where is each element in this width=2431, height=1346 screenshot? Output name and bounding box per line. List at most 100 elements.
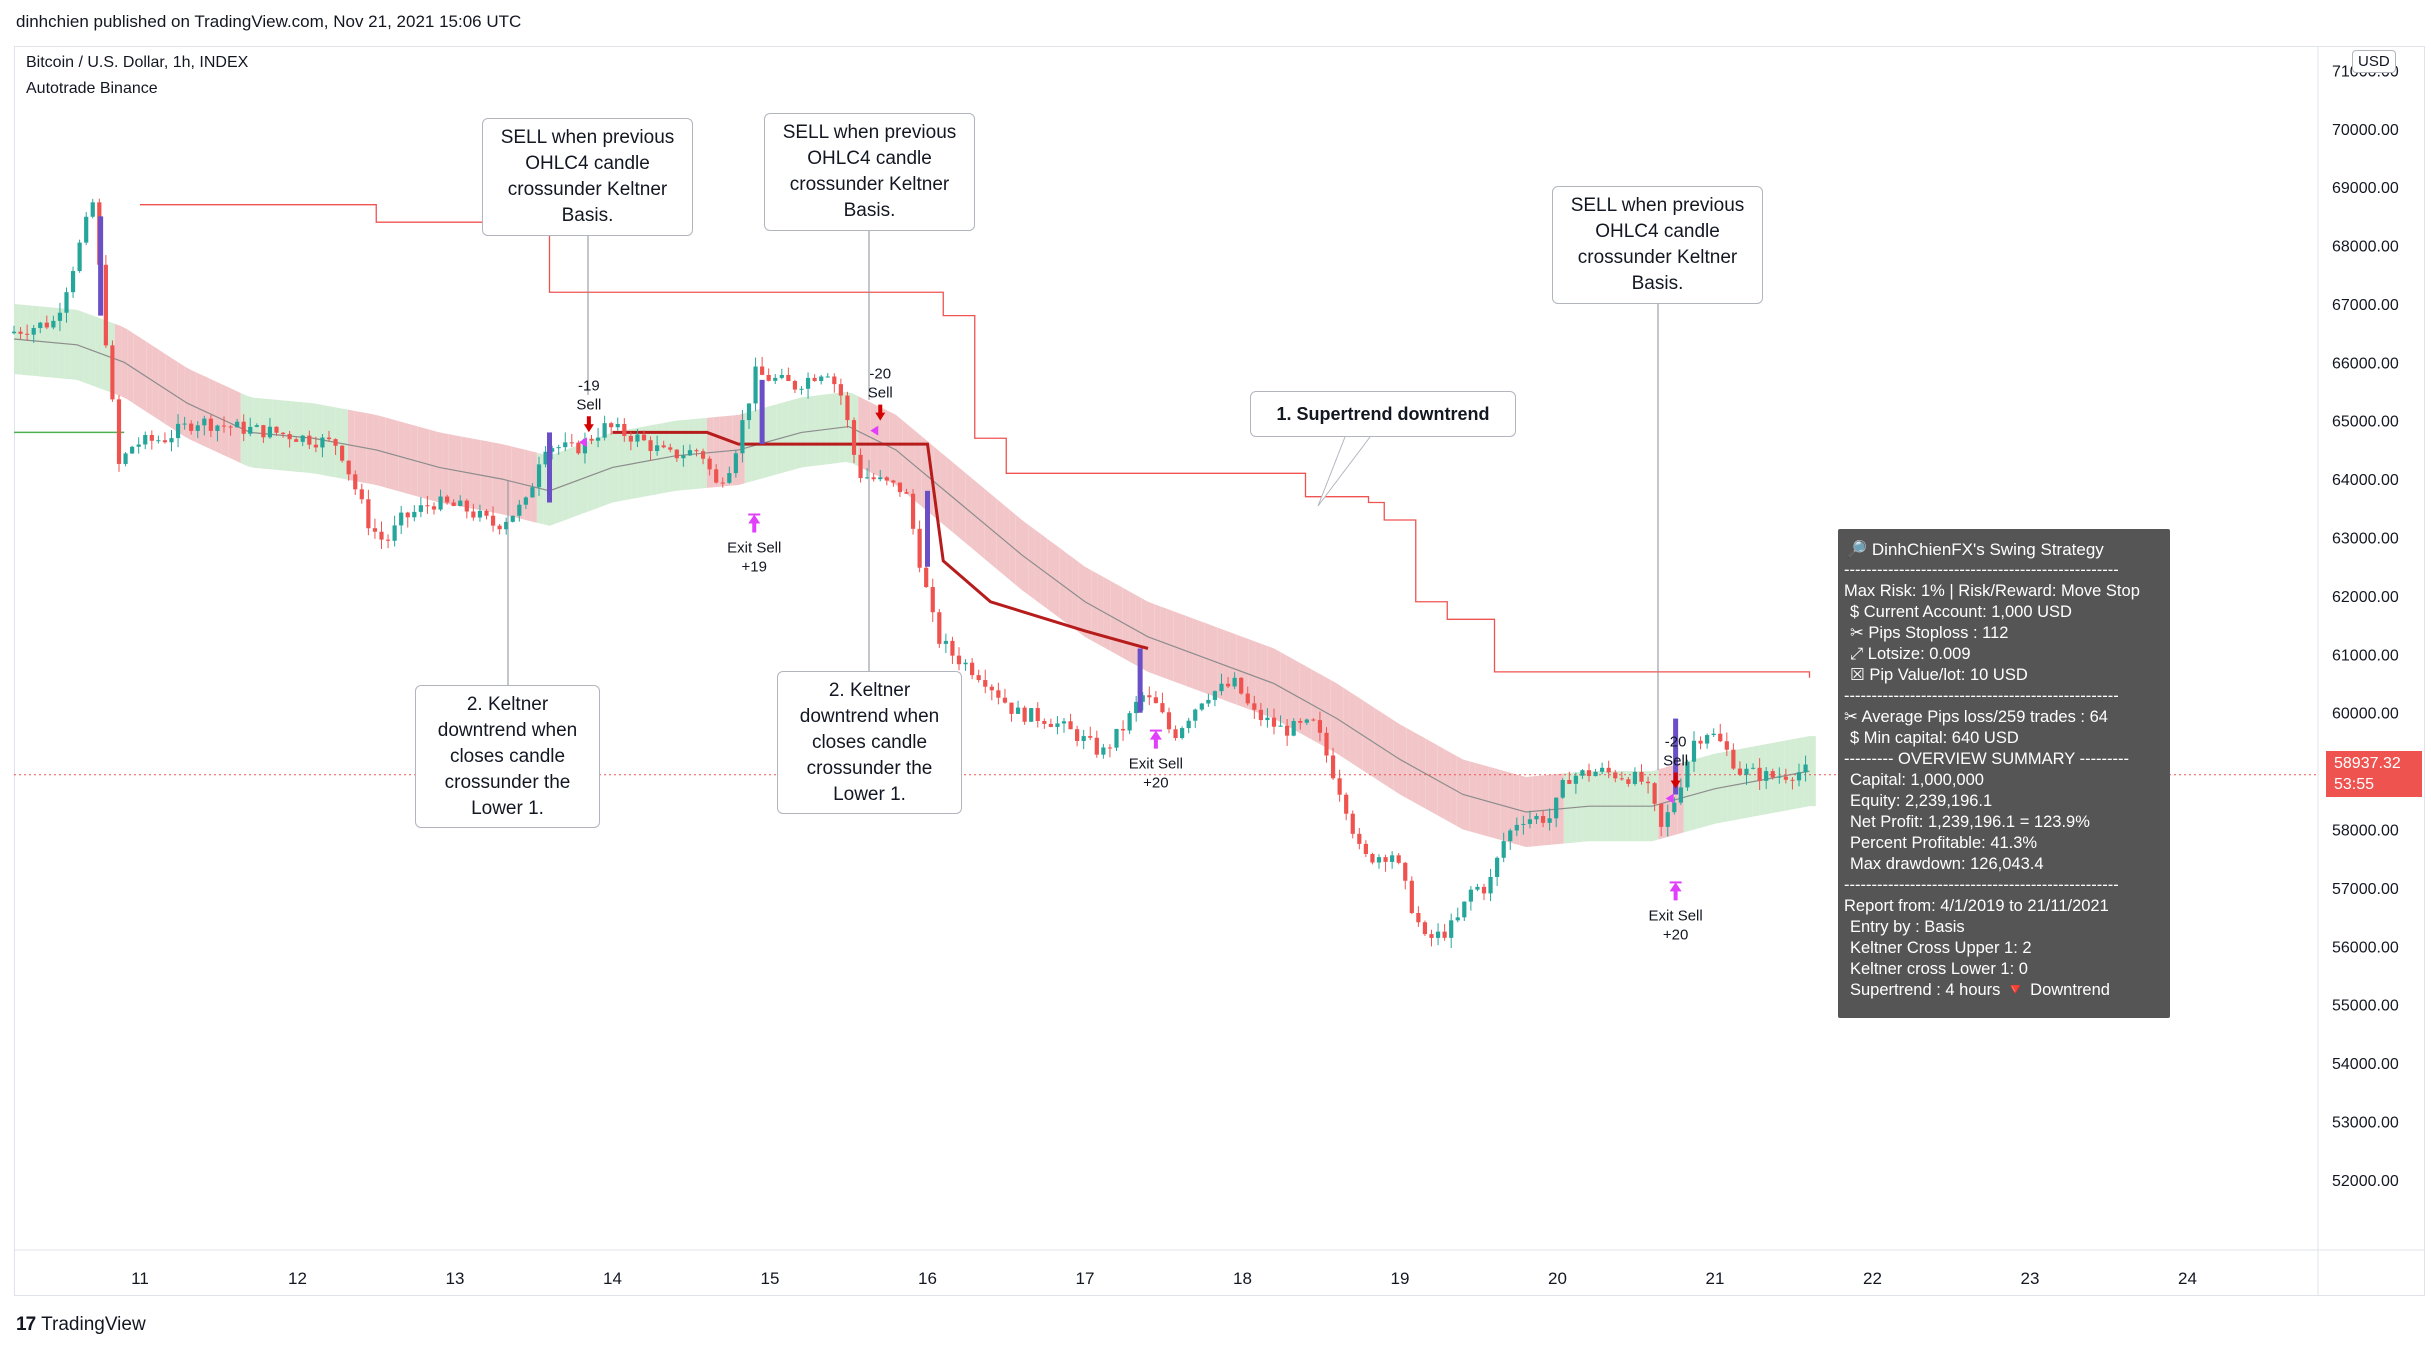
supertrend-line xyxy=(140,204,1811,678)
summary-line: $ Min capital: 640 USD xyxy=(1850,729,2019,747)
summary-line: Report from: 4/1/2019 to 21/11/2021 xyxy=(1844,897,2109,915)
magnifier-icon: 🔎 xyxy=(1846,540,1872,559)
candle-body xyxy=(1606,767,1611,773)
candle-body xyxy=(464,500,469,512)
trailing-stop-line xyxy=(612,430,1149,650)
candle-body xyxy=(1048,723,1053,727)
candle-body xyxy=(326,437,332,440)
candle-body xyxy=(648,440,653,452)
candle-body xyxy=(694,450,699,452)
summary-line: Keltner Cross Upper 1: 2 xyxy=(1850,939,2032,957)
price-tick-label: 54000.00 xyxy=(2332,1056,2399,1073)
exit-pips: +19 xyxy=(742,559,767,576)
candle-body xyxy=(1114,728,1119,748)
candle-body xyxy=(458,500,463,506)
candle-body xyxy=(655,445,660,452)
candle-body xyxy=(202,418,207,426)
tv-logo-text: TradingView xyxy=(41,1314,146,1335)
sell-signal-label: Sell xyxy=(868,385,893,402)
candle-body xyxy=(44,322,49,328)
candle-body xyxy=(1501,841,1506,858)
supertrend-status: Supertrend : 4 hours xyxy=(1850,981,2001,999)
candle-body xyxy=(845,395,850,421)
candle-body xyxy=(1317,720,1323,733)
candle-body xyxy=(1731,749,1736,769)
candle-body xyxy=(1009,702,1014,714)
tv-logo-mark: 17 xyxy=(16,1314,36,1335)
signal-candle xyxy=(759,379,765,445)
candle-body xyxy=(1120,728,1126,731)
candle-body xyxy=(359,489,364,500)
candle-body xyxy=(897,482,903,493)
summary-line: ----------------------------------------… xyxy=(1844,687,2119,705)
candle-body xyxy=(1271,717,1277,727)
summary-line: ----------------------------------------… xyxy=(1844,561,2119,579)
candle-body xyxy=(372,528,378,532)
candle-body xyxy=(405,512,410,518)
candle-body xyxy=(825,376,830,378)
candle-body xyxy=(294,439,299,442)
candle-body xyxy=(477,510,483,518)
candle-body xyxy=(1153,697,1158,704)
candle-body xyxy=(1285,725,1290,736)
candle-body xyxy=(628,435,633,442)
candle-body xyxy=(1691,740,1697,762)
symbol-title[interactable]: Bitcoin / U.S. Dollar, 1h, INDEX xyxy=(26,54,249,71)
strategy-title: DinhChienFX's Swing Strategy xyxy=(1871,540,2104,559)
candle-body xyxy=(149,435,154,441)
candle-body xyxy=(90,202,95,217)
date-tick-label: 23 xyxy=(2021,1269,2040,1288)
candle-body xyxy=(1540,815,1546,823)
candle-body xyxy=(569,442,574,444)
candle-body xyxy=(1567,779,1572,784)
candle-body xyxy=(208,418,213,431)
exit-arrow-icon xyxy=(1669,882,1682,901)
candle-body xyxy=(1429,934,1434,938)
candle-body xyxy=(248,426,253,434)
price-tick-label: 52000.00 xyxy=(2332,1173,2399,1190)
callout-line: 2. Keltner xyxy=(828,680,911,701)
date-tick-label: 24 xyxy=(2178,1269,2197,1288)
candle-body xyxy=(1435,931,1441,938)
callout-sell-rule-2: SELL when previous OHLC4 candle crossund… xyxy=(764,113,975,231)
candle-body xyxy=(110,345,115,400)
candle-body xyxy=(1665,812,1670,827)
candle-body xyxy=(1790,779,1795,781)
candle-body xyxy=(235,421,240,428)
sell-signal-qty: -20 xyxy=(1665,733,1687,750)
currency-button[interactable]: USD xyxy=(2352,50,2396,73)
candle-body xyxy=(1311,719,1316,721)
candle-body xyxy=(1573,775,1578,784)
candle-body xyxy=(25,333,30,335)
indicator-title[interactable]: Autotrade Binance xyxy=(26,80,158,97)
candle-body xyxy=(418,505,423,512)
signal-candle xyxy=(1673,718,1679,795)
callout-keltner-rule-2: 2. Keltner downtrend when closes candle … xyxy=(777,671,962,814)
candle-body xyxy=(1613,772,1618,779)
candle-body xyxy=(1232,677,1237,687)
tradingview-logo[interactable]: 17 TradingView xyxy=(16,1314,146,1336)
candle-body xyxy=(530,487,535,498)
callout-line: Basis. xyxy=(843,200,896,221)
candle-body xyxy=(858,454,863,478)
candle-body xyxy=(228,426,233,428)
candle-body xyxy=(162,440,168,443)
candle-body xyxy=(1737,768,1743,775)
candle-body xyxy=(996,690,1001,698)
date-tick-label: 11 xyxy=(131,1269,149,1288)
candle-body xyxy=(950,640,955,656)
candle-body xyxy=(733,453,738,474)
candle-body xyxy=(1002,697,1008,703)
callout-supertrend: 1. Supertrend downtrend xyxy=(1250,391,1516,437)
candle-body xyxy=(700,451,706,459)
candle-body xyxy=(838,384,843,396)
callout-line: SELL when previous xyxy=(500,127,675,148)
candle-body xyxy=(182,423,187,425)
candle-body xyxy=(307,435,312,445)
candle-body xyxy=(1245,693,1250,704)
candle-body xyxy=(1186,720,1191,729)
candle-body xyxy=(641,434,647,441)
summary-line: ✂ Average Pips loss/259 trades : 64 xyxy=(1844,708,2108,726)
candle-body xyxy=(1619,778,1624,780)
